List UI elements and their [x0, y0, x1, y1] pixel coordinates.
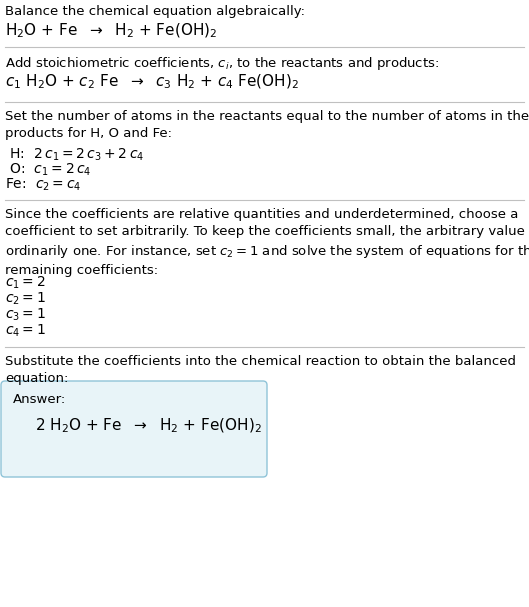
Text: $c_1$ H$_2$O + $c_2$ Fe  $\rightarrow$  $c_3$ H$_2$ + $c_4$ Fe(OH)$_2$: $c_1$ H$_2$O + $c_2$ Fe $\rightarrow$ $c…	[5, 73, 299, 92]
Text: $c_1 = 2$: $c_1 = 2$	[5, 275, 45, 291]
Text: Substitute the coefficients into the chemical reaction to obtain the balanced
eq: Substitute the coefficients into the che…	[5, 355, 516, 385]
Text: Fe:  $c_2 = c_4$: Fe: $c_2 = c_4$	[5, 177, 81, 194]
Text: Add stoichiometric coefficients, $c_i$, to the reactants and products:: Add stoichiometric coefficients, $c_i$, …	[5, 55, 439, 72]
Text: Since the coefficients are relative quantities and underdetermined, choose a
coe: Since the coefficients are relative quan…	[5, 208, 529, 277]
Text: $c_3 = 1$: $c_3 = 1$	[5, 307, 46, 324]
Text: Set the number of atoms in the reactants equal to the number of atoms in the
pro: Set the number of atoms in the reactants…	[5, 110, 529, 140]
Text: $c_4 = 1$: $c_4 = 1$	[5, 323, 46, 339]
FancyBboxPatch shape	[1, 381, 267, 477]
Text: Balance the chemical equation algebraically:: Balance the chemical equation algebraica…	[5, 5, 305, 18]
Text: 2 H$_2$O + Fe  $\rightarrow$  H$_2$ + Fe(OH)$_2$: 2 H$_2$O + Fe $\rightarrow$ H$_2$ + Fe(O…	[35, 417, 262, 435]
Text: O:  $c_1 = 2\,c_4$: O: $c_1 = 2\,c_4$	[5, 162, 92, 178]
Text: H$_2$O + Fe  $\rightarrow$  H$_2$ + Fe(OH)$_2$: H$_2$O + Fe $\rightarrow$ H$_2$ + Fe(OH)…	[5, 22, 217, 41]
Text: H:  $2\,c_1 = 2\,c_3 + 2\,c_4$: H: $2\,c_1 = 2\,c_3 + 2\,c_4$	[5, 147, 144, 163]
Text: $c_2 = 1$: $c_2 = 1$	[5, 291, 46, 307]
Text: Answer:: Answer:	[13, 393, 66, 406]
